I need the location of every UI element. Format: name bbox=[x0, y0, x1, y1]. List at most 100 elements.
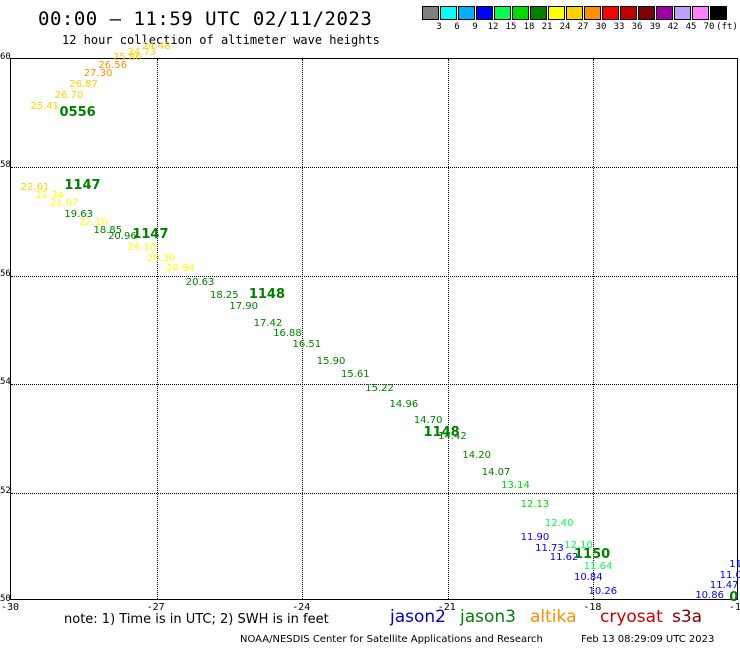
wave-height-label: 25.86 bbox=[112, 52, 142, 63]
colorbar-swatch bbox=[458, 6, 475, 20]
colorbar-label: 30 bbox=[595, 22, 607, 32]
legend-item-cryosat: cryosat bbox=[600, 607, 663, 627]
colorbar-label: 27 bbox=[577, 22, 589, 32]
colorbar-swatch bbox=[548, 6, 565, 20]
latitude-tick-label: 60 bbox=[0, 52, 11, 62]
latitude-tick-label: 52 bbox=[0, 485, 11, 496]
map-plot-area[interactable]: 25.41 26.70 26.87 27.30 26.56 25.86 24.73 24.48… bbox=[10, 41, 740, 605]
gridline-vertical bbox=[447, 59, 449, 599]
gridline-horizontal bbox=[11, 275, 737, 277]
colorbar-swatch bbox=[638, 6, 655, 20]
gridline-vertical bbox=[593, 59, 595, 599]
wave-height-label: 15.61 bbox=[341, 369, 370, 381]
wave-height-colorbar bbox=[422, 6, 728, 20]
colorbar-swatch bbox=[530, 6, 547, 20]
wave-height-label: 17.90 bbox=[229, 301, 259, 313]
wave-height-label: 12.10 bbox=[564, 539, 593, 551]
colorbar-swatch bbox=[494, 6, 511, 20]
wave-height-label: 11.47 bbox=[709, 580, 739, 592]
latitude-tick-label: 56 bbox=[0, 268, 11, 279]
legend-item-jason2: jason2 bbox=[390, 607, 446, 627]
wave-height-label: 11.01 bbox=[719, 569, 740, 581]
pass-time-label: 0 bbox=[729, 590, 739, 606]
colorbar-label: 24 bbox=[559, 22, 571, 32]
colorbar-label: 42 bbox=[667, 22, 679, 32]
wave-height-label: 27.30 bbox=[83, 68, 113, 80]
wave-height-label: 26.70 bbox=[54, 89, 84, 101]
wave-height-label: 22.10 bbox=[78, 217, 108, 229]
longitude-tick-label: -21 bbox=[437, 602, 456, 613]
colorbar-swatch bbox=[674, 6, 691, 20]
colorbar-swatch bbox=[692, 6, 709, 20]
wave-height-label: 19.63 bbox=[64, 209, 94, 221]
wave-height-label: 18.25 bbox=[209, 290, 239, 302]
colorbar-swatch bbox=[566, 6, 583, 20]
wave-height-label: 14.70 bbox=[413, 415, 443, 427]
wave-height-label: 10.26 bbox=[588, 585, 618, 597]
wave-height-label: 14.42 bbox=[438, 431, 467, 443]
colorbar-label: 6 bbox=[454, 22, 460, 32]
pass-time-label: 1148 bbox=[248, 286, 285, 302]
wave-height-label: 20.94 bbox=[166, 263, 195, 275]
generation-timestamp: Feb 13 08:29:09 UTC 2023 bbox=[581, 634, 715, 645]
pass-time-label: 0556 bbox=[59, 105, 96, 121]
wave-height-label: 16.51 bbox=[292, 339, 322, 351]
wave-height-label: 21.34 bbox=[35, 190, 64, 202]
colorbar-label: 33 bbox=[613, 22, 625, 32]
pass-time-label: 1147 bbox=[132, 227, 169, 243]
gridline-vertical bbox=[156, 59, 158, 599]
wave-height-label: 14.07 bbox=[481, 466, 511, 478]
wave-height-label: 20.30 bbox=[146, 252, 176, 264]
wave-height-label: 15.22 bbox=[365, 382, 394, 394]
legend-item-jason3: jason3 bbox=[460, 607, 516, 627]
latitude-tick-label: 50 bbox=[0, 594, 11, 604]
colorbar-label: 39 bbox=[649, 22, 661, 32]
wave-height-label: 24.10 bbox=[127, 241, 157, 253]
wave-height-label: 11.90 bbox=[520, 531, 550, 543]
colorbar-label: 18 bbox=[523, 22, 535, 32]
longitude-tick-label: -27 bbox=[146, 602, 165, 613]
colorbar-swatch bbox=[440, 6, 457, 20]
wave-height-label: 22.61 bbox=[20, 182, 50, 194]
colorbar-label: (ft) bbox=[716, 22, 738, 32]
wave-height-label: 18.85 bbox=[93, 225, 123, 237]
wave-height-label: 12.13 bbox=[520, 499, 550, 511]
pass-time-label: 1148 bbox=[423, 424, 460, 440]
colorbar-label: 70 bbox=[703, 22, 715, 32]
wave-height-label: 10.86 bbox=[695, 589, 724, 601]
gridline-horizontal bbox=[11, 384, 737, 386]
legend-item-altika: altika bbox=[530, 607, 577, 627]
gridline-horizontal bbox=[11, 167, 737, 169]
wave-height-label: 14.20 bbox=[462, 450, 491, 462]
longitude-tick-label: -18 bbox=[583, 602, 602, 613]
wave-height-label: 24.73 bbox=[127, 46, 157, 58]
pass-time-label: 1150 bbox=[573, 546, 611, 562]
colorbar-label: 3 bbox=[436, 22, 442, 32]
wave-height-label: 17.42 bbox=[253, 317, 283, 329]
longitude-tick-label: -15 bbox=[728, 602, 740, 613]
gridline-vertical bbox=[302, 59, 304, 599]
colorbar-label: 45 bbox=[685, 22, 697, 32]
wave-height-label: 26.56 bbox=[98, 60, 127, 72]
units-note: note: 1) Time is in UTC; 2) SWH is in fe… bbox=[64, 612, 329, 627]
colorbar-swatch bbox=[584, 6, 601, 20]
longitude-tick-label: -24 bbox=[292, 602, 311, 613]
colorbar-swatch bbox=[512, 6, 529, 20]
colorbar-swatch bbox=[620, 6, 637, 20]
wave-height-label: 15.90 bbox=[316, 355, 346, 367]
latitude-tick-label: 58 bbox=[0, 160, 11, 171]
colorbar-swatch bbox=[656, 6, 673, 20]
wave-height-label: 12.40 bbox=[544, 518, 574, 530]
gridline-horizontal bbox=[11, 492, 737, 494]
wave-height-label: 11.64 bbox=[583, 561, 613, 573]
longitude-tick-label: -30 bbox=[0, 602, 20, 613]
wave-height-label: 24.48 bbox=[142, 41, 171, 53]
colorbar-label: 9 bbox=[472, 22, 478, 32]
wave-height-label: 16.88 bbox=[273, 328, 302, 340]
colorbar-label: 12 bbox=[487, 22, 499, 32]
page-subtitle: 12 hour collection of altimeter wave hei… bbox=[62, 33, 380, 47]
colorbar-swatch bbox=[602, 6, 619, 20]
colorbar-label: 15 bbox=[505, 22, 517, 32]
colorbar-swatch bbox=[422, 6, 439, 20]
